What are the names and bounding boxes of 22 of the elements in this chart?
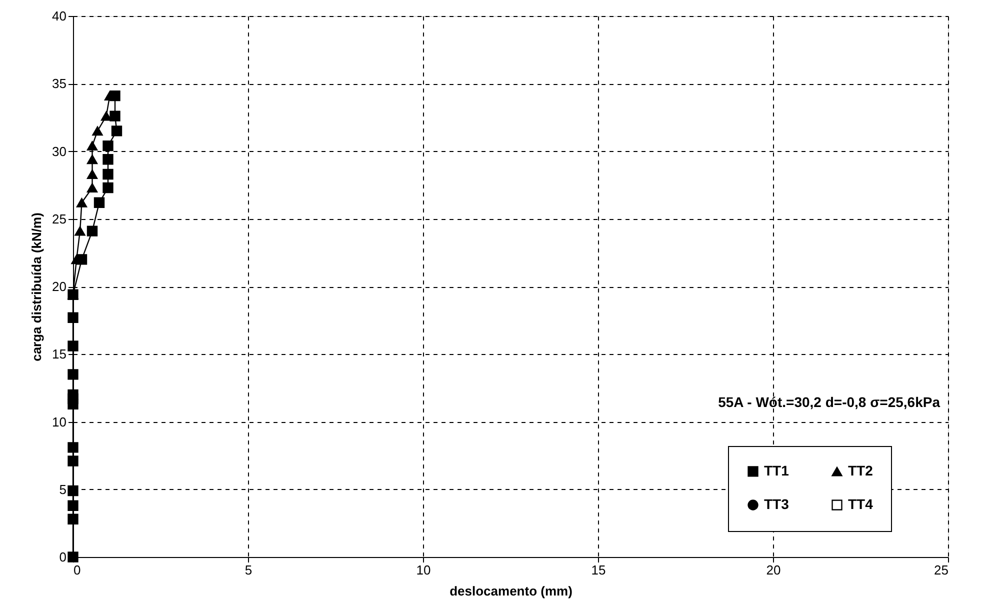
legend-label: TT1 — [764, 462, 790, 478]
y-tick-label: 35 — [52, 76, 66, 92]
y-tick-label: 10 — [52, 414, 66, 430]
x-tick-label: 20 — [766, 562, 781, 578]
x-tick-label: 15 — [591, 562, 606, 578]
y-tick-label: 25 — [52, 211, 66, 226]
y-tick-label: 30 — [52, 144, 66, 159]
y-tick-label: 5 — [59, 482, 66, 497]
legend-label: TT4 — [848, 496, 874, 512]
y-tick-label: 0 — [59, 550, 66, 564]
legend-label: TT3 — [764, 496, 790, 512]
x-axis-title: deslocamento (mm) — [450, 584, 572, 598]
legend-label: TT2 — [848, 462, 874, 478]
x-tick-label: 0 — [74, 562, 81, 578]
x-tick-label: 5 — [244, 562, 252, 578]
x-tick-label: 25 — [934, 562, 948, 578]
y-tick-label: 40 — [52, 8, 66, 24]
y-axis-title: carga distribuída (kN/m) — [29, 212, 44, 362]
y-tick-label: 20 — [52, 279, 66, 294]
annotation: 55A - Wót.=30,2 d=-0,8 σ=25,6kPa — [718, 394, 940, 410]
x-tick-label: 10 — [416, 562, 431, 578]
y-tick-label: 15 — [52, 346, 66, 362]
